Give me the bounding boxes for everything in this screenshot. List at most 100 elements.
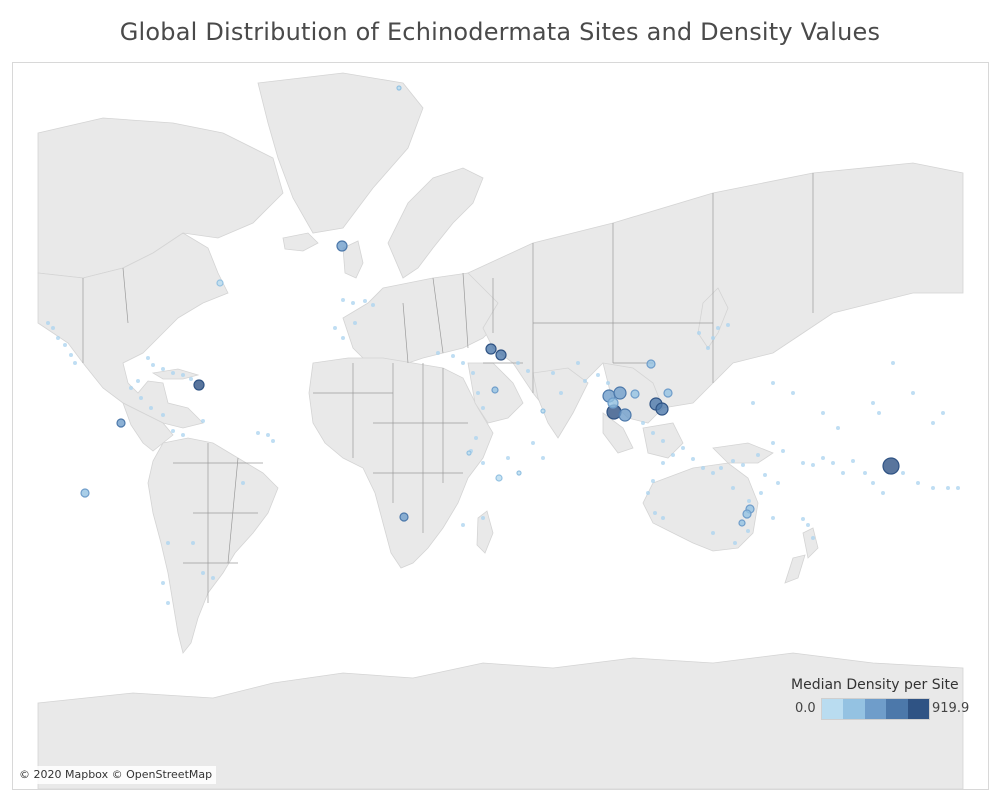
site-marker-small[interactable] [756,453,760,457]
site-marker-small[interactable] [559,391,563,395]
site-marker-small[interactable] [341,336,345,340]
site-marker-small[interactable] [731,459,735,463]
site-marker-small[interactable] [526,369,530,373]
site-marker-small[interactable] [821,411,825,415]
site-marker-small[interactable] [871,401,875,405]
site-marker-small[interactable] [151,363,155,367]
site-marker-small[interactable] [771,516,775,520]
site-marker-small[interactable] [353,321,357,325]
site-marker[interactable] [495,474,503,482]
site-marker-small[interactable] [946,486,950,490]
site-marker-small[interactable] [771,381,775,385]
site-marker-small[interactable] [161,581,165,585]
site-marker-small[interactable] [811,463,815,467]
site-marker[interactable] [516,470,522,476]
site-marker-small[interactable] [606,381,610,385]
site-marker-small[interactable] [733,541,737,545]
site-marker-small[interactable] [146,356,150,360]
site-marker-small[interactable] [931,421,935,425]
site-marker[interactable] [540,408,546,414]
site-marker-small[interactable] [746,529,750,533]
site-marker[interactable] [80,488,90,498]
site-marker-small[interactable] [371,303,375,307]
site-marker-small[interactable] [241,481,245,485]
site-marker-small[interactable] [661,461,665,465]
site-marker-small[interactable] [271,439,275,443]
site-marker-small[interactable] [436,351,440,355]
site-marker-small[interactable] [506,456,510,460]
site-marker-small[interactable] [821,456,825,460]
site-marker-small[interactable] [646,491,650,495]
site-marker-small[interactable] [831,461,835,465]
site-marker-small[interactable] [671,453,675,457]
site-marker-small[interactable] [741,463,745,467]
site-marker-small[interactable] [201,419,205,423]
site-marker-small[interactable] [481,461,485,465]
site-marker[interactable] [216,279,224,287]
site-marker-small[interactable] [661,439,665,443]
site-marker[interactable] [336,240,348,252]
site-marker-small[interactable] [747,499,751,503]
site-marker-small[interactable] [681,446,685,450]
site-marker-small[interactable] [596,373,600,377]
site-marker-small[interactable] [461,361,465,365]
site-marker-small[interactable] [697,331,701,335]
site-marker-small[interactable] [661,516,665,520]
site-marker-small[interactable] [139,396,143,400]
site-marker[interactable] [399,512,409,522]
site-marker[interactable] [485,343,497,355]
site-marker-small[interactable] [763,473,767,477]
site-marker-small[interactable] [471,371,475,375]
site-marker-small[interactable] [583,379,587,383]
site-marker-small[interactable] [806,523,810,527]
site-marker-small[interactable] [516,361,520,365]
site-marker[interactable] [613,386,627,400]
site-marker-small[interactable] [691,457,695,461]
site-marker-small[interactable] [256,431,260,435]
map-canvas[interactable]: Median Density per Site 0.0 919.9 [12,62,989,790]
site-marker-small[interactable] [711,471,715,475]
site-marker[interactable] [630,389,640,399]
site-marker-small[interactable] [776,481,780,485]
site-marker-small[interactable] [201,571,205,575]
site-marker-small[interactable] [871,481,875,485]
site-marker[interactable] [618,408,632,422]
site-marker-small[interactable] [541,456,545,460]
site-marker-small[interactable] [166,601,170,605]
site-marker-small[interactable] [551,371,555,375]
site-marker[interactable] [655,402,669,416]
site-marker-small[interactable] [781,449,785,453]
site-marker-small[interactable] [653,511,657,515]
site-marker-small[interactable] [771,441,775,445]
map-attribution[interactable]: © 2020 Mapbox © OpenStreetMap [15,766,217,784]
site-marker-small[interactable] [759,491,763,495]
site-marker[interactable] [607,397,619,409]
site-marker-small[interactable] [181,373,185,377]
site-marker-small[interactable] [711,336,715,340]
site-marker-small[interactable] [341,298,345,302]
site-marker-small[interactable] [731,486,735,490]
site-marker-small[interactable] [161,367,165,371]
world-map[interactable] [13,63,988,789]
site-marker-small[interactable] [51,326,55,330]
site-marker[interactable] [491,386,499,394]
site-marker-small[interactable] [56,336,60,340]
site-marker-small[interactable] [811,536,815,540]
site-marker-small[interactable] [891,361,895,365]
site-marker[interactable] [882,457,900,475]
site-marker-small[interactable] [531,441,535,445]
site-marker[interactable] [495,349,507,361]
site-marker-small[interactable] [161,413,165,417]
site-marker-small[interactable] [711,531,715,535]
site-marker-small[interactable] [476,391,480,395]
site-marker-small[interactable] [801,517,805,521]
site-marker-small[interactable] [474,436,478,440]
site-marker-small[interactable] [801,461,805,465]
site-marker-small[interactable] [863,471,867,475]
site-marker-small[interactable] [931,486,935,490]
site-marker-small[interactable] [351,301,355,305]
site-marker-small[interactable] [841,471,845,475]
site-marker-small[interactable] [881,491,885,495]
site-marker-small[interactable] [171,429,175,433]
site-marker[interactable] [466,450,472,456]
